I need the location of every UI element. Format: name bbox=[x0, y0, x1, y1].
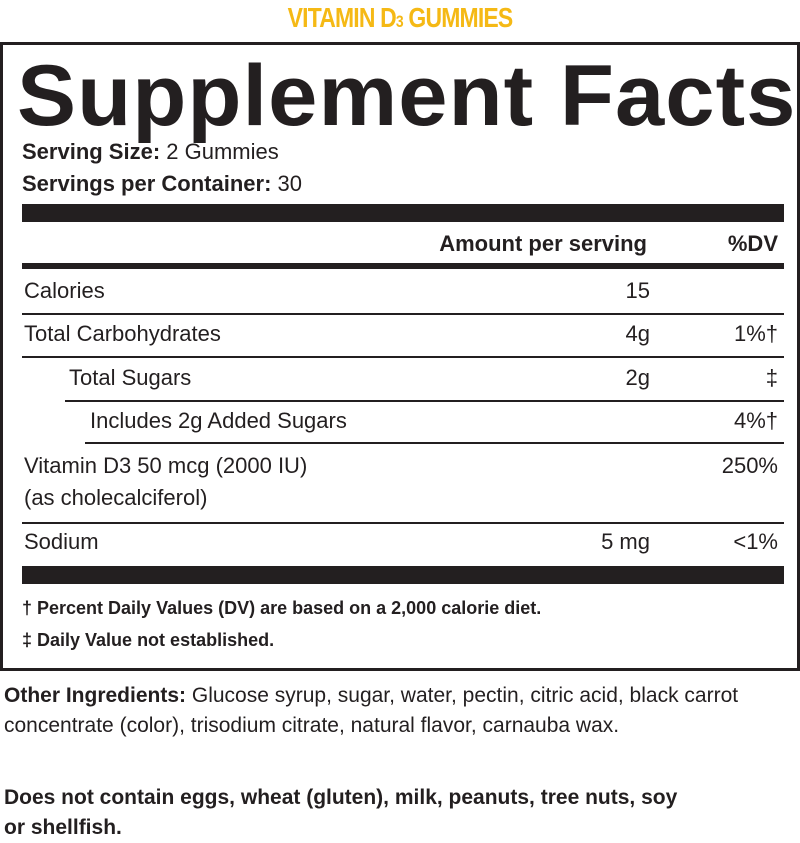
thick-divider bbox=[22, 566, 784, 584]
nutrient-row: Includes 2g Added Sugars 4%† bbox=[85, 408, 784, 444]
servings-per-container: Servings per Container: 30 bbox=[22, 171, 302, 196]
nutrient-row: Vitamin D3 50 mcg (2000 IU) (as cholecalc… bbox=[22, 453, 784, 524]
supplement-facts-panel: Supplement Facts Serving Size: 2 Gummies… bbox=[0, 42, 800, 671]
nutrient-row: Calories 15 bbox=[22, 278, 784, 315]
allergen-statement: Does not contain eggs, wheat (gluten), m… bbox=[4, 786, 678, 839]
footnote-dv: † Percent Daily Values (DV) are based on… bbox=[22, 598, 542, 618]
other-ingredients: Other Ingredients: Glucose syrup, sugar,… bbox=[4, 684, 739, 737]
panel-title: Supplement Facts bbox=[17, 48, 797, 144]
product-name: VITAMIN D3 GUMMIES bbox=[287, 2, 514, 33]
column-header: Amount per serving %DV bbox=[22, 231, 784, 261]
medium-divider bbox=[22, 263, 784, 269]
nutrient-row: Sodium 5 mg <1% bbox=[24, 529, 778, 554]
nutrient-row: Total Carbohydrates 4g 1%† bbox=[22, 321, 784, 358]
amount-header: Amount per serving bbox=[439, 231, 647, 256]
nutrient-row: Total Sugars 2g ‡ bbox=[65, 365, 784, 402]
serving-size: Serving Size: 2 Gummies bbox=[22, 139, 279, 164]
thick-divider bbox=[22, 204, 784, 222]
dv-header: %DV bbox=[727, 231, 778, 256]
footnote-not-established: ‡ Daily Value not established. bbox=[22, 630, 275, 650]
